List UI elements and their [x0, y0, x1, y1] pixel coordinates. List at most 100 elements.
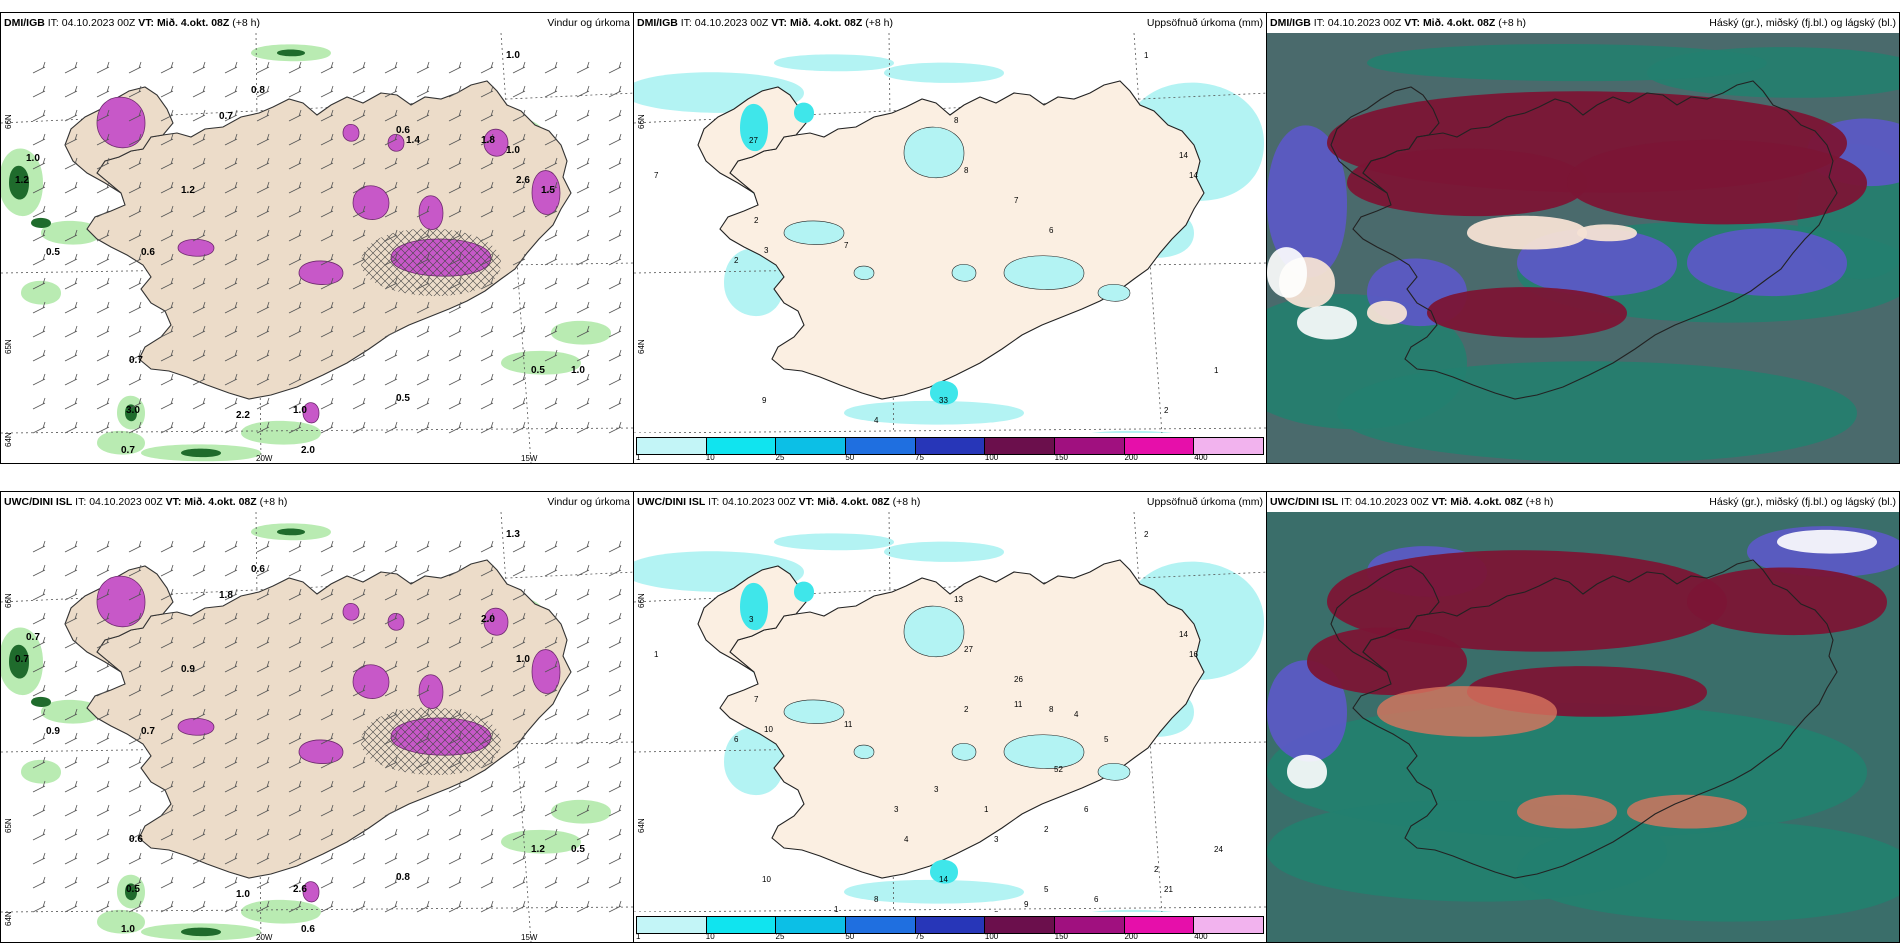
value-label: 14	[939, 875, 948, 884]
forecast-hour: (+8 h)	[865, 17, 893, 29]
value-label: 10	[762, 875, 771, 884]
value-label: 0.8	[396, 872, 410, 883]
model-label: DMI/IGB	[637, 17, 678, 29]
valid-time: Mið. 4.okt. 08Z	[184, 496, 257, 508]
value-label: 1.0	[236, 889, 250, 900]
value-label: 8	[1049, 705, 1054, 714]
value-label: 2	[964, 705, 969, 714]
value-label: 0.5	[46, 247, 60, 258]
value-label: 1.0	[506, 145, 520, 156]
hatch-region	[361, 228, 501, 297]
scale-swatch	[706, 917, 777, 933]
value-label: 0.6	[251, 564, 265, 575]
grid-label: 64N	[637, 818, 646, 833]
grid-label: 64N	[637, 339, 646, 354]
value-label: 7	[654, 171, 659, 180]
value-label: 33	[939, 396, 948, 405]
vt-label: VT:	[165, 496, 182, 508]
iceland-coastline	[86, 80, 572, 400]
forecast-hour: (+8 h)	[232, 17, 260, 29]
scale-swatch	[776, 438, 847, 454]
scale-swatch	[706, 438, 777, 454]
value-label: 1.3	[506, 529, 520, 540]
value-label: 3	[894, 805, 899, 814]
value-label: 1.8	[481, 135, 495, 146]
value-label: 0.7	[15, 654, 29, 665]
value-label: 0.6	[396, 125, 410, 136]
value-label: 7	[1014, 196, 1019, 205]
precip-color-scale: 1 10 25 50 75 100 150 200 400	[634, 912, 1266, 942]
scale-swatch	[1055, 917, 1125, 933]
value-label: 0.5	[126, 884, 140, 895]
scale-swatch	[1194, 917, 1264, 933]
value-label: 3	[934, 785, 939, 794]
value-label: 0.5	[571, 844, 585, 855]
value-label: 6	[734, 735, 739, 744]
value-label: 4	[904, 835, 909, 844]
value-label: 1.0	[516, 654, 530, 665]
vt-label: VT:	[1431, 496, 1448, 508]
grid-label: 15W	[521, 933, 538, 942]
precip-inland	[740, 102, 1131, 405]
value-label: 0.7	[26, 632, 40, 643]
value-label: 5	[1044, 885, 1049, 894]
scale-tick-label: 100	[984, 932, 999, 941]
value-label: 2	[734, 256, 739, 265]
grid-label: 20W	[256, 454, 273, 463]
value-label: 7	[844, 241, 849, 250]
value-label: 2.0	[481, 614, 495, 625]
vt-label: VT:	[1404, 17, 1421, 29]
vt-label: VT:	[138, 17, 155, 29]
value-label: 2	[1164, 406, 1169, 415]
scale-swatch	[1124, 438, 1195, 454]
scale-tick-label: 100	[984, 453, 999, 462]
it-label: IT:	[1313, 17, 1325, 29]
vt-label: VT:	[771, 17, 788, 29]
init-time: 04.10.2023 00Z	[61, 17, 136, 29]
map-canvas: 66N 64N 1 27 7 8 8 7 14 14 6 2 3 7 2 9 4 33 2 1	[634, 33, 1266, 433]
scale-tick-label: 75	[915, 932, 925, 941]
scale-tick-label: 25	[775, 932, 785, 941]
value-label: 3.0	[126, 405, 140, 416]
cloud-layers	[1267, 526, 1899, 922]
iceland-coastline	[719, 80, 1205, 400]
value-label: 6	[1084, 805, 1089, 814]
map-canvas: 66N 65N 64N 20W 15W 1.0 0.8 0.7 1.0 1.2 0.5 0.6 0.5 1…	[1, 33, 633, 463]
valid-time: Mið. 4.okt. 08Z	[1422, 17, 1496, 29]
scale-swatch	[915, 438, 986, 454]
value-label: 6	[1049, 226, 1054, 235]
forecast-hour: (+8 h)	[1525, 496, 1554, 508]
value-label: 8	[994, 910, 999, 912]
value-label: 2.2	[236, 410, 250, 421]
value-label: 16	[1189, 650, 1198, 659]
value-label: 5	[1104, 735, 1109, 744]
scale-swatch	[1194, 438, 1264, 454]
forecast-hour: (+8 h)	[1498, 17, 1526, 29]
forecast-hour: (+8 h)	[259, 496, 288, 508]
panel-header: UWC/DINI ISL IT: 04.10.2023 00Z VT: Mið.…	[634, 492, 1266, 512]
value-label: 14	[1189, 171, 1198, 180]
panel-header: UWC/DINI ISL IT: 04.10.2023 00Z VT: Mið.…	[1, 492, 633, 512]
init-time: 04.10.2023 00Z	[694, 17, 769, 29]
model-label: UWC/DINI ISL	[637, 496, 706, 508]
value-label: 8	[964, 166, 969, 175]
panel-header: DMI/IGB IT: 04.10.2023 00Z VT: Mið. 4.ok…	[1, 13, 633, 33]
model-label: DMI/IGB	[4, 17, 45, 29]
init-time: 04.10.2023 00Z	[1327, 17, 1402, 29]
value-label: 1.5	[541, 185, 555, 196]
value-label: 0.6	[301, 924, 315, 935]
value-label: 1.0	[26, 153, 40, 164]
map-canvas	[1267, 512, 1899, 942]
scale-tick-label: 400	[1194, 453, 1208, 462]
panel-dmi-wind-precip: DMI/IGB IT: 04.10.2023 00Z VT: Mið. 4.ok…	[0, 12, 634, 464]
scale-swatch	[846, 438, 916, 454]
scale-tick-label: 200	[1124, 932, 1138, 941]
grid-label: 66N	[4, 114, 13, 129]
value-label: 52	[1054, 765, 1063, 774]
value-label: 9	[1024, 900, 1029, 909]
value-label: 21	[1164, 885, 1173, 894]
iceland-coastline	[1352, 80, 1838, 400]
value-label: 14	[1179, 630, 1188, 639]
value-label: 0.6	[129, 834, 143, 845]
scale-tick-label: 10	[705, 453, 715, 462]
